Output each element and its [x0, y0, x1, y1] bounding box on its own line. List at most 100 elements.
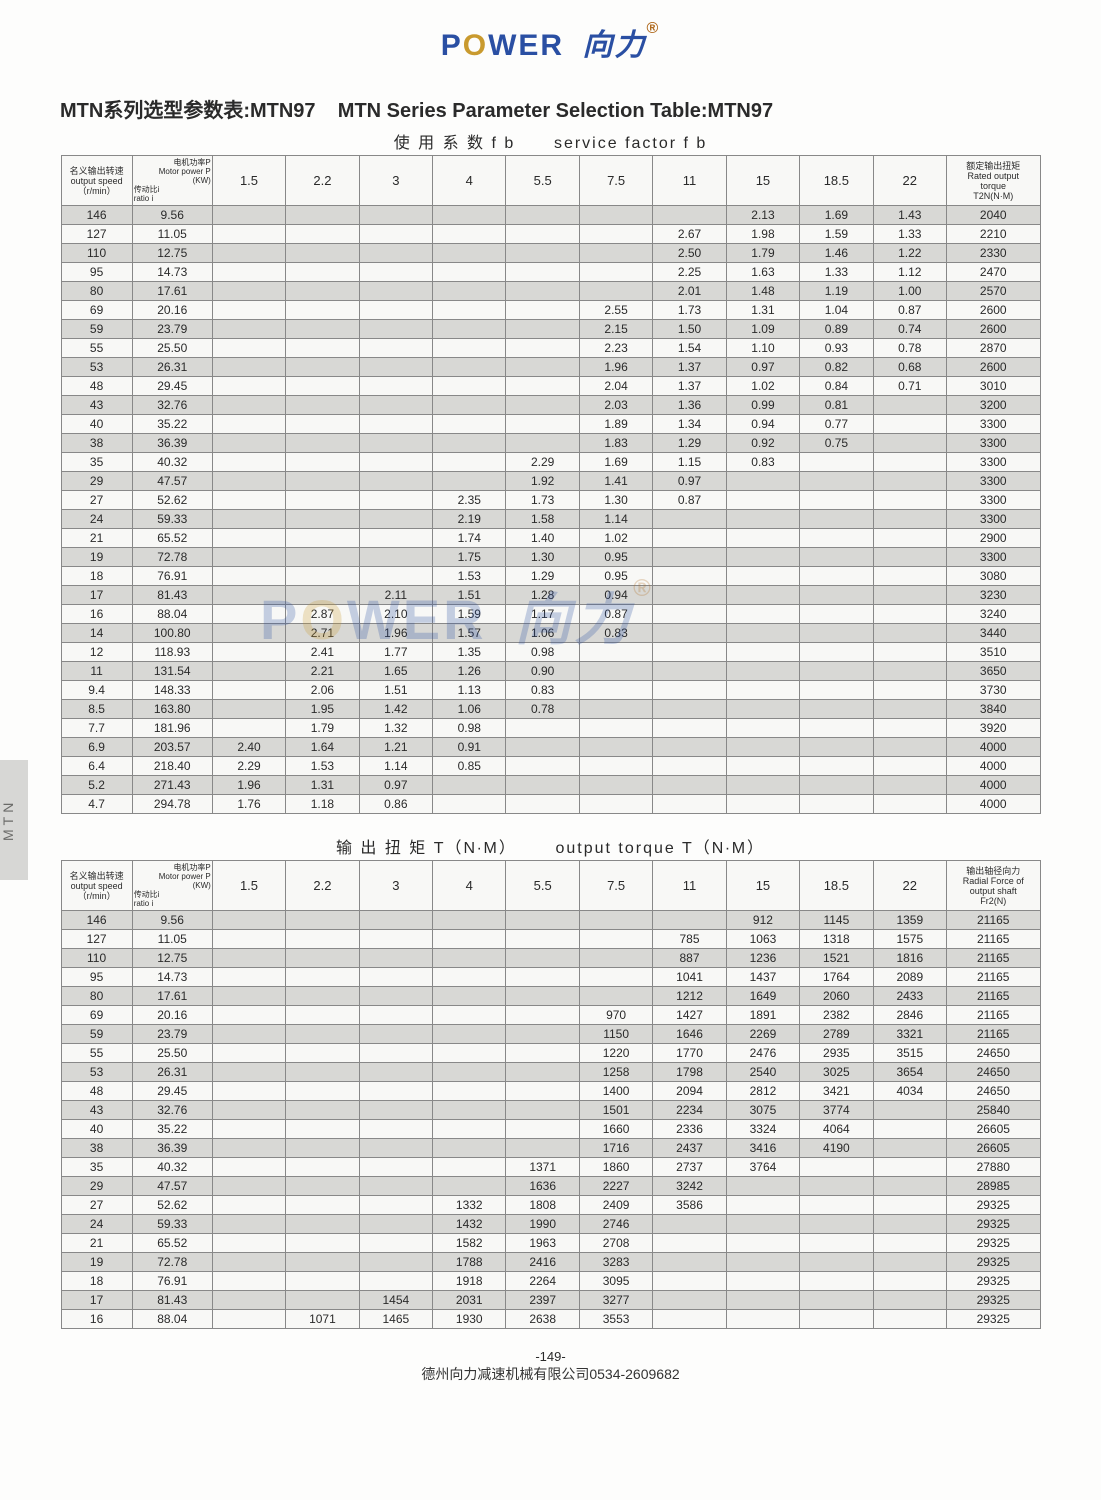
table-cell: [359, 244, 432, 263]
table-cell: 0.71: [873, 377, 946, 396]
table-cell: [506, 1101, 579, 1120]
table-cell: [726, 567, 799, 586]
table-cell: [212, 911, 285, 930]
table-cell: [653, 776, 726, 795]
table-cell: [800, 548, 873, 567]
table-cell: [506, 1082, 579, 1101]
table-cell: [359, 548, 432, 567]
table-cell: 81.43: [132, 1291, 212, 1310]
table-cell: [873, 396, 946, 415]
table-cell: [286, 529, 359, 548]
table-cell: 1465: [359, 1310, 432, 1329]
table-cell: 4.7: [61, 795, 132, 814]
table-cell: [653, 681, 726, 700]
table-cell: [653, 757, 726, 776]
table-cell: 1646: [653, 1025, 726, 1044]
table-cell: 1.54: [653, 339, 726, 358]
table-cell: 1.34: [653, 415, 726, 434]
table-cell: 4000: [947, 795, 1041, 814]
table-cell: 3300: [947, 510, 1041, 529]
table-cell: [579, 719, 652, 738]
table-cell: [286, 1291, 359, 1310]
table-cell: [726, 643, 799, 662]
table-cell: [212, 987, 285, 1006]
table-cell: 2.23: [579, 339, 652, 358]
table-cell: [506, 320, 579, 339]
table-cell: [359, 567, 432, 586]
table-cell: 1.51: [433, 586, 506, 605]
table-cell: 1891: [726, 1006, 799, 1025]
table-cell: [726, 700, 799, 719]
table-cell: 1.43: [873, 206, 946, 225]
table-cell: [506, 1063, 579, 1082]
table-cell: 12: [61, 643, 132, 662]
table-cell: 1.31: [726, 301, 799, 320]
table-cell: 0.78: [506, 700, 579, 719]
table-cell: [726, 1272, 799, 1291]
table-cell: [873, 434, 946, 453]
table-cell: [433, 453, 506, 472]
table1-subtitle: 使 用 系 数 f b service factor f b: [0, 129, 1101, 153]
table-cell: [873, 1196, 946, 1215]
page-number: -149-: [0, 1349, 1101, 1364]
table-cell: [506, 434, 579, 453]
table-cell: [433, 930, 506, 949]
table-cell: 1.31: [286, 776, 359, 795]
table-cell: 1.37: [653, 377, 726, 396]
table-cell: 40.32: [132, 1158, 212, 1177]
table-cell: [212, 263, 285, 282]
table-cell: [433, 1101, 506, 1120]
table-cell: [726, 662, 799, 681]
table-cell: 9.56: [132, 911, 212, 930]
table-cell: 4000: [947, 776, 1041, 795]
table-cell: 36.39: [132, 434, 212, 453]
table-cell: [212, 396, 285, 415]
table-cell: [506, 301, 579, 320]
table-cell: 1041: [653, 968, 726, 987]
table-cell: [506, 358, 579, 377]
table-cell: 1.98: [726, 225, 799, 244]
table-cell: 3242: [653, 1177, 726, 1196]
table-cell: [726, 548, 799, 567]
table-cell: [212, 1063, 285, 1082]
table-cell: [359, 320, 432, 339]
table-cell: [800, 1253, 873, 1272]
table-cell: [286, 930, 359, 949]
table-cell: 2470: [947, 263, 1041, 282]
table-cell: [433, 472, 506, 491]
table-cell: [726, 1215, 799, 1234]
table-cell: 118.93: [132, 643, 212, 662]
table-cell: 81.43: [132, 586, 212, 605]
table-cell: 1918: [433, 1272, 506, 1291]
table-cell: 1.83: [579, 434, 652, 453]
table2-subtitle: 输 出 扭 矩 T（N∙M） output torque T（N∙M）: [0, 834, 1101, 858]
table-cell: [873, 700, 946, 719]
table-cell: 0.81: [800, 396, 873, 415]
table-cell: 72.78: [132, 548, 212, 567]
table-cell: 14.73: [132, 263, 212, 282]
table-cell: [359, 1044, 432, 1063]
table-cell: [726, 738, 799, 757]
table-cell: 29325: [947, 1215, 1041, 1234]
table-cell: 3515: [873, 1044, 946, 1063]
table-cell: [433, 434, 506, 453]
table-cell: 2789: [800, 1025, 873, 1044]
table-cell: [800, 567, 873, 586]
table-cell: 26.31: [132, 358, 212, 377]
table-cell: 1.21: [359, 738, 432, 757]
table-cell: 1716: [579, 1139, 652, 1158]
table-cell: [873, 1215, 946, 1234]
table-cell: 1.06: [506, 624, 579, 643]
table-cell: 1.02: [726, 377, 799, 396]
table-cell: [286, 1120, 359, 1139]
table-cell: [433, 1120, 506, 1139]
table-cell: 3840: [947, 700, 1041, 719]
table-cell: [433, 225, 506, 244]
table-cell: 2600: [947, 320, 1041, 339]
table-cell: 1258: [579, 1063, 652, 1082]
table-cell: 88.04: [132, 605, 212, 624]
table-cell: 14.73: [132, 968, 212, 987]
table-cell: [433, 1063, 506, 1082]
table-cell: 1.58: [506, 510, 579, 529]
table-cell: 1.95: [286, 700, 359, 719]
